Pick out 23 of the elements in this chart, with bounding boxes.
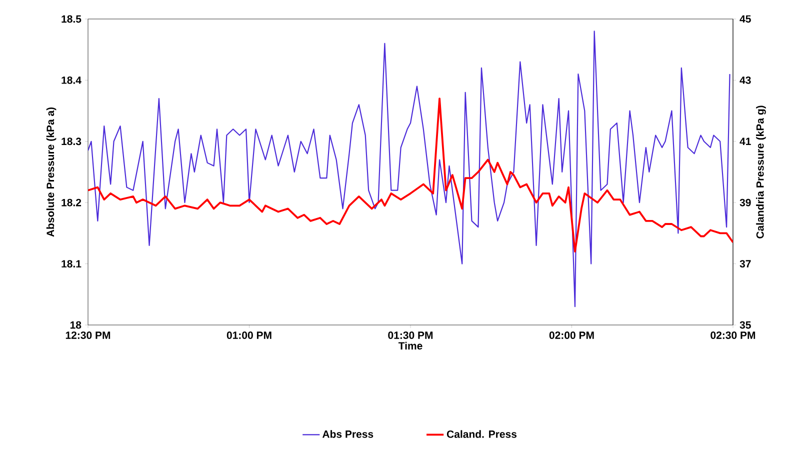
x-tick-label: 01:00 PM <box>226 332 272 339</box>
legend-label: Abs Press <box>322 430 374 438</box>
y-tick-label: 18.4 <box>62 76 82 84</box>
x-axis-title: Time <box>398 342 422 350</box>
y2-tick-label: 35 <box>740 321 751 329</box>
y2-tick-label: 43 <box>740 76 751 84</box>
y-tick-label: 18 <box>70 321 82 329</box>
x-tick-label: 01:30 PM <box>388 332 433 339</box>
y2-tick-label: 37 <box>740 260 751 268</box>
y-tick-label: 18.3 <box>62 138 82 146</box>
x-tick-label: 12:30 PM <box>66 332 110 339</box>
y-tick-label: 18.1 <box>62 260 82 268</box>
y2-tick-label: 41 <box>740 138 751 145</box>
y2-tick-label: 45 <box>740 15 751 23</box>
legend-label: Caland. Press <box>446 430 517 438</box>
y2-tick-label: 39 <box>740 198 751 206</box>
y-axis-title: Absolute Pressure (kPa a) <box>46 107 56 237</box>
y-tick-label: 18.2 <box>62 198 82 206</box>
y2-axis-title: Calandria Pressure (kPa g) <box>756 106 766 238</box>
x-tick-label: 02:00 PM <box>549 332 594 339</box>
x-tick-label: 02:30 PM <box>710 332 756 339</box>
line-series <box>88 30 730 308</box>
y-tick-label: 18.5 <box>62 15 82 23</box>
